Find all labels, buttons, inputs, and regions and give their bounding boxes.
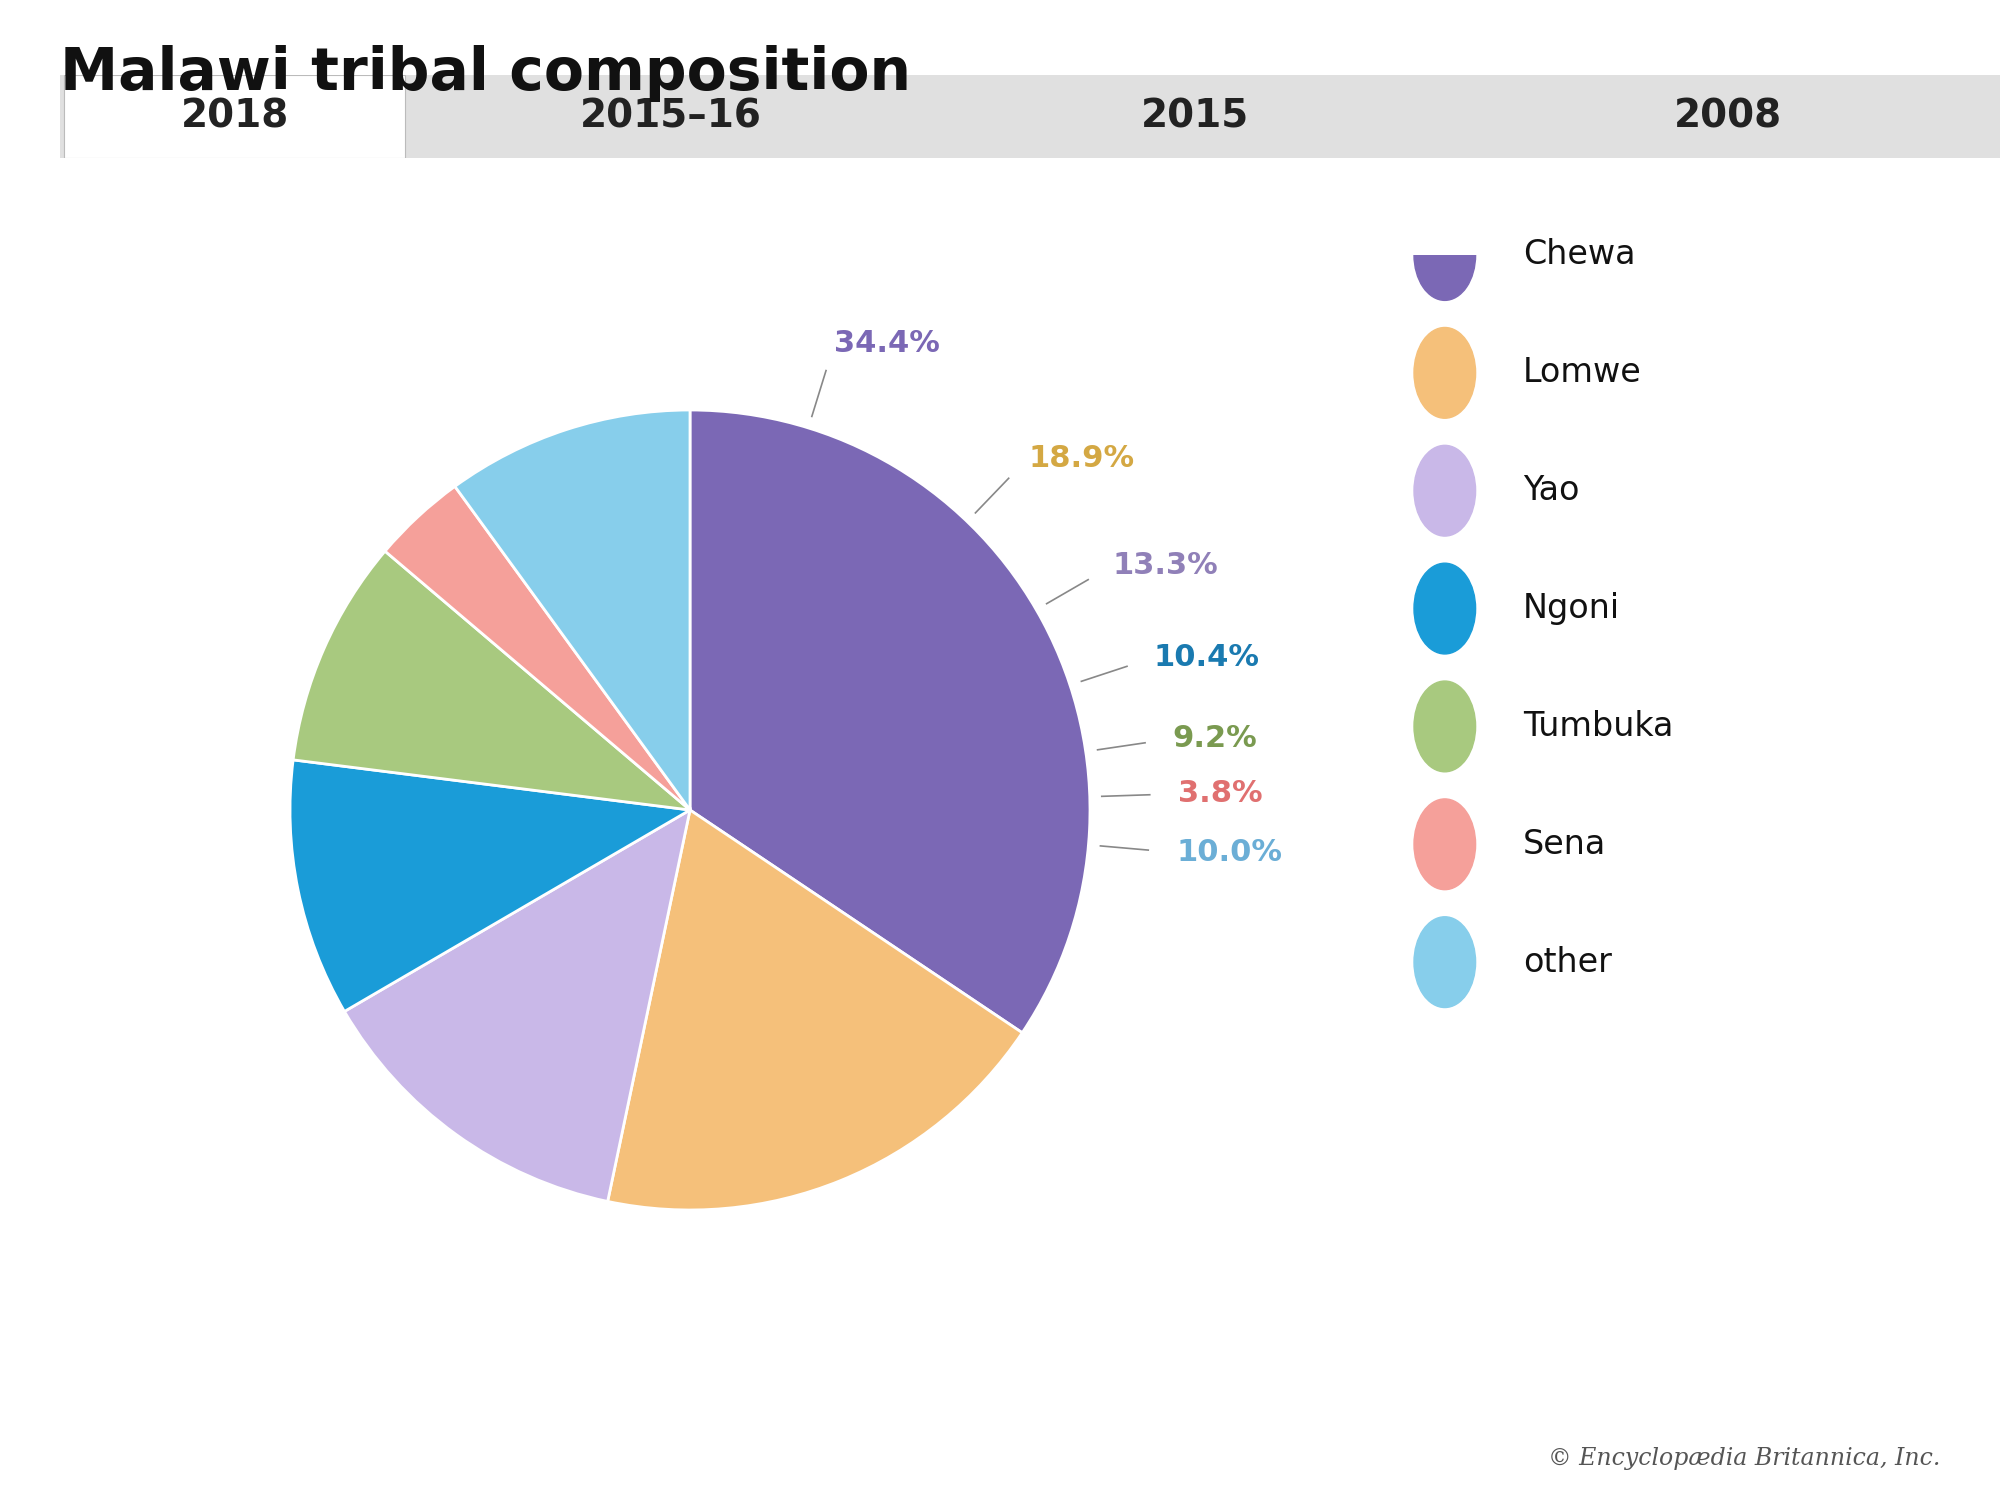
Text: 13.3%: 13.3% [1112, 550, 1218, 580]
Text: Lomwe: Lomwe [1524, 357, 1642, 390]
Wedge shape [608, 810, 1022, 1210]
Text: other: other [1524, 945, 1612, 978]
Text: Sena: Sena [1524, 828, 1606, 861]
Circle shape [1414, 446, 1476, 536]
Wedge shape [344, 810, 690, 1202]
Text: 10.4%: 10.4% [1154, 644, 1260, 672]
Circle shape [1414, 210, 1476, 300]
Text: 3.8%: 3.8% [1178, 780, 1262, 808]
Text: 10.0%: 10.0% [1176, 839, 1282, 867]
Wedge shape [386, 486, 690, 810]
Text: Malawi tribal composition: Malawi tribal composition [60, 45, 912, 102]
Circle shape [1414, 800, 1476, 889]
Circle shape [1414, 562, 1476, 654]
Wedge shape [290, 760, 690, 1011]
Text: 2018: 2018 [180, 98, 288, 135]
Text: 2015: 2015 [1140, 98, 1250, 135]
Bar [64, 75, 406, 158]
Text: Tumbuka: Tumbuka [1524, 710, 1674, 742]
Circle shape [1414, 327, 1476, 419]
Text: 2008: 2008 [1674, 98, 1782, 135]
Text: © Encyclopædia Britannica, Inc.: © Encyclopædia Britannica, Inc. [1548, 1448, 1940, 1470]
Text: Ngoni: Ngoni [1524, 592, 1620, 626]
Wedge shape [690, 410, 1090, 1034]
Wedge shape [294, 550, 690, 810]
Text: Yao: Yao [1524, 474, 1580, 507]
Text: 34.4%: 34.4% [834, 330, 940, 358]
Text: 9.2%: 9.2% [1172, 724, 1258, 753]
Wedge shape [454, 410, 690, 810]
Text: 18.9%: 18.9% [1028, 444, 1134, 472]
Circle shape [1414, 681, 1476, 772]
Text: Chewa: Chewa [1524, 238, 1636, 272]
Text: 2015–16: 2015–16 [580, 98, 762, 135]
Circle shape [1414, 916, 1476, 1008]
